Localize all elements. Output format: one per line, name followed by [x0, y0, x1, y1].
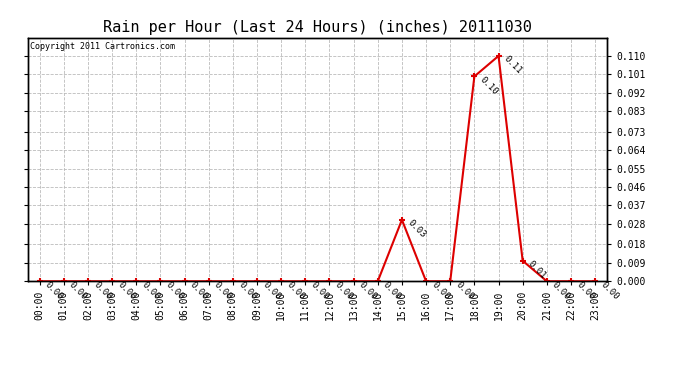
Text: 0.00: 0.00 [285, 280, 306, 301]
Title: Rain per Hour (Last 24 Hours) (inches) 20111030: Rain per Hour (Last 24 Hours) (inches) 2… [103, 20, 532, 35]
Text: 0.00: 0.00 [237, 280, 258, 301]
Text: 0.03: 0.03 [406, 218, 427, 240]
Text: 0.00: 0.00 [43, 280, 65, 301]
Text: 0.00: 0.00 [551, 280, 572, 301]
Text: 0.00: 0.00 [116, 280, 137, 301]
Text: 0.00: 0.00 [454, 280, 475, 301]
Text: 0.00: 0.00 [68, 280, 89, 301]
Text: Copyright 2011 Cartronics.com: Copyright 2011 Cartronics.com [30, 42, 175, 51]
Text: 0.00: 0.00 [213, 280, 234, 301]
Text: 0.00: 0.00 [309, 280, 331, 301]
Text: 0.11: 0.11 [502, 54, 524, 76]
Text: 0.00: 0.00 [140, 280, 161, 301]
Text: 0.00: 0.00 [382, 280, 403, 301]
Text: 0.01: 0.01 [526, 259, 548, 281]
Text: 0.00: 0.00 [333, 280, 355, 301]
Text: 0.00: 0.00 [92, 280, 113, 301]
Text: 0.00: 0.00 [575, 280, 596, 301]
Text: 0.00: 0.00 [164, 280, 186, 301]
Text: 0.10: 0.10 [478, 75, 500, 96]
Text: 0.00: 0.00 [261, 280, 282, 301]
Text: 0.00: 0.00 [430, 280, 451, 301]
Text: 0.00: 0.00 [357, 280, 379, 301]
Text: 0.00: 0.00 [599, 280, 620, 301]
Text: 0.00: 0.00 [188, 280, 210, 301]
